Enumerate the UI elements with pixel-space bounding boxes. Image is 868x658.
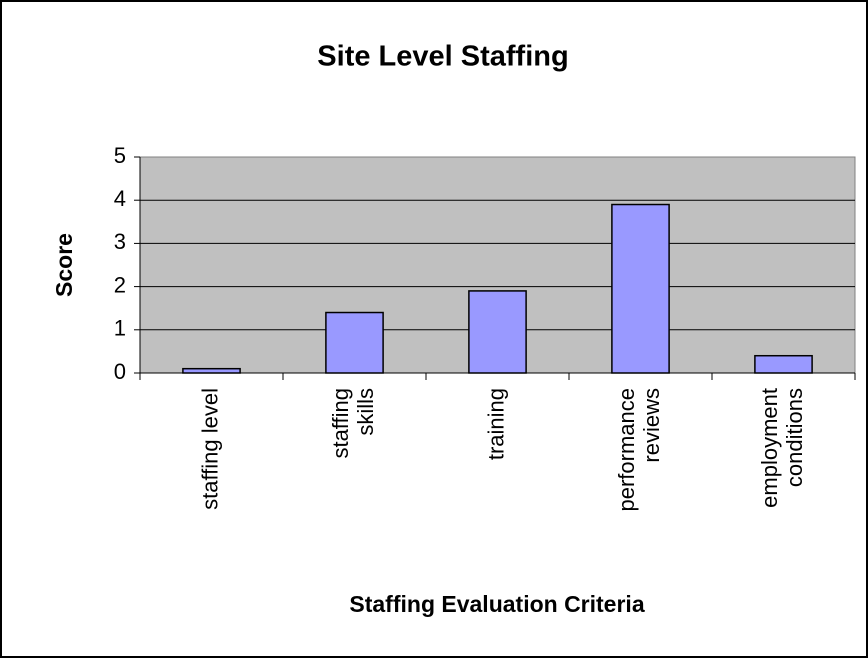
x-tick-label: employmentconditions <box>757 388 807 508</box>
x-tick-label: staffing level <box>197 388 222 510</box>
y-tick-label: 5 <box>114 143 126 168</box>
y-tick-label: 1 <box>114 316 126 341</box>
x-tick-label: training <box>483 388 508 460</box>
bar <box>611 203 670 374</box>
x-tick-label: performancereviews <box>614 388 664 512</box>
bar <box>325 311 384 374</box>
bar <box>754 354 813 374</box>
x-axis-title: Staffing Evaluation Criteria <box>349 591 644 617</box>
y-tick-label: 4 <box>114 186 126 211</box>
chart-title: Site Level Staffing <box>317 41 568 73</box>
y-tick-label: 0 <box>114 359 126 384</box>
y-tick-label: 3 <box>114 229 126 254</box>
bar <box>468 290 527 374</box>
bar <box>182 367 241 374</box>
y-tick-label: 2 <box>114 272 126 297</box>
x-tick-label: staffingskills <box>328 388 378 459</box>
y-axis-title: Score <box>51 233 77 297</box>
